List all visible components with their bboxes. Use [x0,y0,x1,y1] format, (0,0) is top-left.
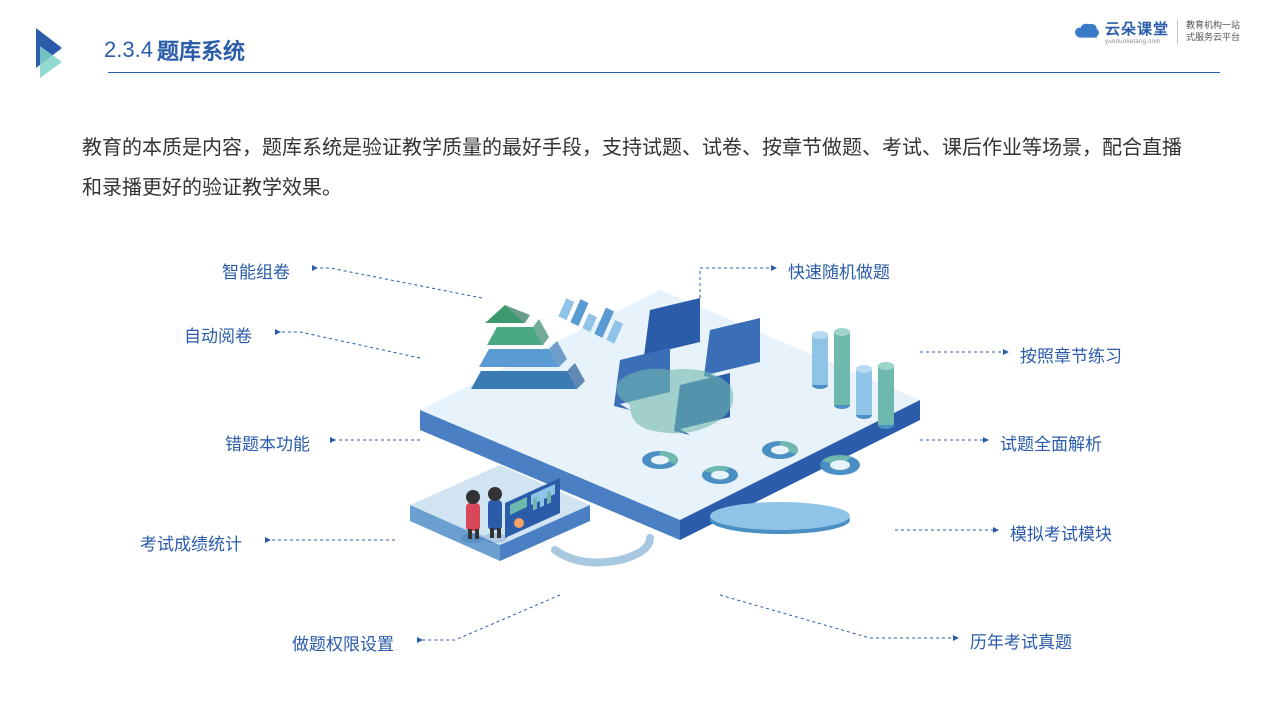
brand-url: yunduoketang.com [1105,39,1169,45]
description-text: 教育的本质是内容，题库系统是验证教学质量的最好手段，支持试题、试卷、按章节做题、… [82,128,1198,208]
brand-separator [1177,19,1178,45]
feature-label-做题权限设置: 做题权限设置 [292,630,394,655]
section-title: 题库系统 [157,34,245,66]
triangle-logo-icon [36,28,76,72]
brand-name: 云朵课堂 [1105,18,1169,39]
feature-label-考试成绩统计: 考试成绩统计 [140,530,242,555]
header-underline [108,72,1220,73]
feature-label-历年考试真题: 历年考试真题 [970,628,1072,653]
feature-label-快速随机做题: 快速随机做题 [788,258,890,283]
feature-label-试题全面解析: 试题全面解析 [1000,430,1102,455]
cloud-icon [1073,22,1101,42]
brand-tagline: 教育机构一站 式服务云平台 [1186,20,1240,43]
feature-label-按照章节练习: 按照章节练习 [1020,342,1122,367]
feature-diagram: 智能组卷 自动阅卷 错题本功能 考试成绩统计 做题权限设置 快速随机做题 按照章… [0,230,1280,680]
slide-header: 2.3.4 题库系统 [36,28,245,72]
feature-label-模拟考试模块: 模拟考试模块 [1010,520,1112,545]
brand-block: 云朵课堂 yunduoketang.com 教育机构一站 式服务云平台 [1073,18,1240,45]
brand-tagline-1: 教育机构一站 [1186,20,1240,32]
brand-tagline-2: 式服务云平台 [1186,32,1240,44]
feature-label-错题本功能: 错题本功能 [225,430,310,455]
section-number: 2.3.4 [104,37,153,63]
feature-label-智能组卷: 智能组卷 [222,258,290,283]
connector-lines [0,230,1280,680]
feature-label-自动阅卷: 自动阅卷 [184,322,252,347]
